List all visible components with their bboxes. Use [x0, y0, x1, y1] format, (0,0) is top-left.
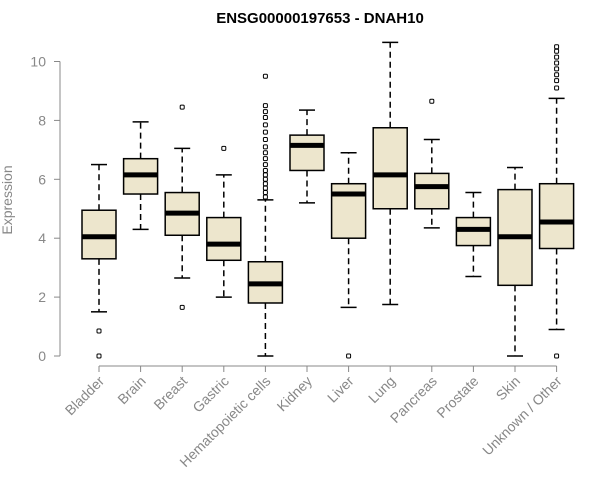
y-tick-label: 10 [30, 54, 46, 70]
outlier-point [262, 109, 268, 115]
x-tick-label: Brain [114, 373, 148, 407]
box-pancreas [414, 98, 450, 229]
outlier-point [262, 156, 268, 162]
box-lung [372, 41, 408, 306]
outlier-point [262, 190, 268, 196]
boxes-group [81, 41, 575, 359]
iqr-box [538, 182, 575, 250]
box-breast [164, 104, 200, 310]
x-tick-label: Prostate [433, 373, 481, 421]
y-tick-label: 0 [38, 348, 46, 364]
iqr-box [206, 216, 242, 262]
outlier-point [262, 172, 268, 178]
iqr-box [289, 134, 325, 172]
outlier-point [262, 162, 268, 168]
outlier-point [554, 60, 560, 66]
outlier-point [262, 167, 268, 173]
y-tick-label: 8 [38, 112, 46, 128]
chart-title: ENSG00000197653 - DNAH10 [216, 10, 424, 27]
outlier-point [554, 72, 560, 78]
x-tick-label: Unknown / Other [479, 373, 565, 459]
box-hematopoietic-cells [247, 73, 284, 357]
y-tick-label: 4 [38, 230, 46, 246]
outlier-point [262, 176, 268, 182]
x-tick-label: Kidney [274, 373, 316, 415]
x-tick-label: Liver [324, 373, 357, 406]
box-prostate [455, 191, 492, 278]
iqr-box [414, 172, 450, 210]
x-tick-label: Lung [365, 373, 398, 406]
outlier-point [262, 122, 268, 128]
y-axis: 0 2 4 6 8 10 [30, 54, 61, 364]
box-brain [122, 121, 159, 231]
outlier-point [262, 114, 268, 120]
box-unknown-other [538, 44, 575, 359]
box-bladder [81, 163, 117, 359]
outlier-point [554, 85, 560, 91]
outlier-point [179, 304, 185, 310]
y-tick-label: 2 [38, 289, 46, 305]
box-kidney [289, 109, 325, 204]
x-tick-label: Breast [150, 373, 190, 413]
x-tick-label: Skin [493, 373, 524, 404]
outlier-point [262, 150, 268, 156]
outlier-point [346, 353, 352, 359]
outlier-point [554, 78, 560, 84]
outlier-point [554, 44, 560, 50]
outlier-point [262, 129, 268, 135]
y-tick-label: 6 [38, 171, 46, 187]
outlier-point [262, 137, 268, 143]
y-axis-label: Expression [0, 165, 15, 234]
outlier-point [96, 328, 102, 334]
outlier-point [96, 353, 102, 359]
outlier-point [179, 104, 185, 110]
outlier-point [554, 353, 560, 359]
outlier-point [262, 194, 268, 200]
outlier-point [262, 185, 268, 191]
iqr-box [372, 127, 408, 210]
x-tick-label: Bladder [62, 373, 108, 419]
outlier-point [262, 73, 268, 79]
outlier-point [554, 54, 560, 60]
box-gastric [206, 145, 242, 298]
outlier-point [554, 48, 560, 54]
outlier-point [429, 98, 435, 104]
outlier-point [221, 145, 227, 151]
box-skin [497, 166, 533, 357]
outlier-point [262, 144, 268, 150]
box-liver [330, 152, 367, 359]
outlier-point [262, 103, 268, 109]
outlier-point [554, 66, 560, 72]
outlier-point [262, 181, 268, 187]
